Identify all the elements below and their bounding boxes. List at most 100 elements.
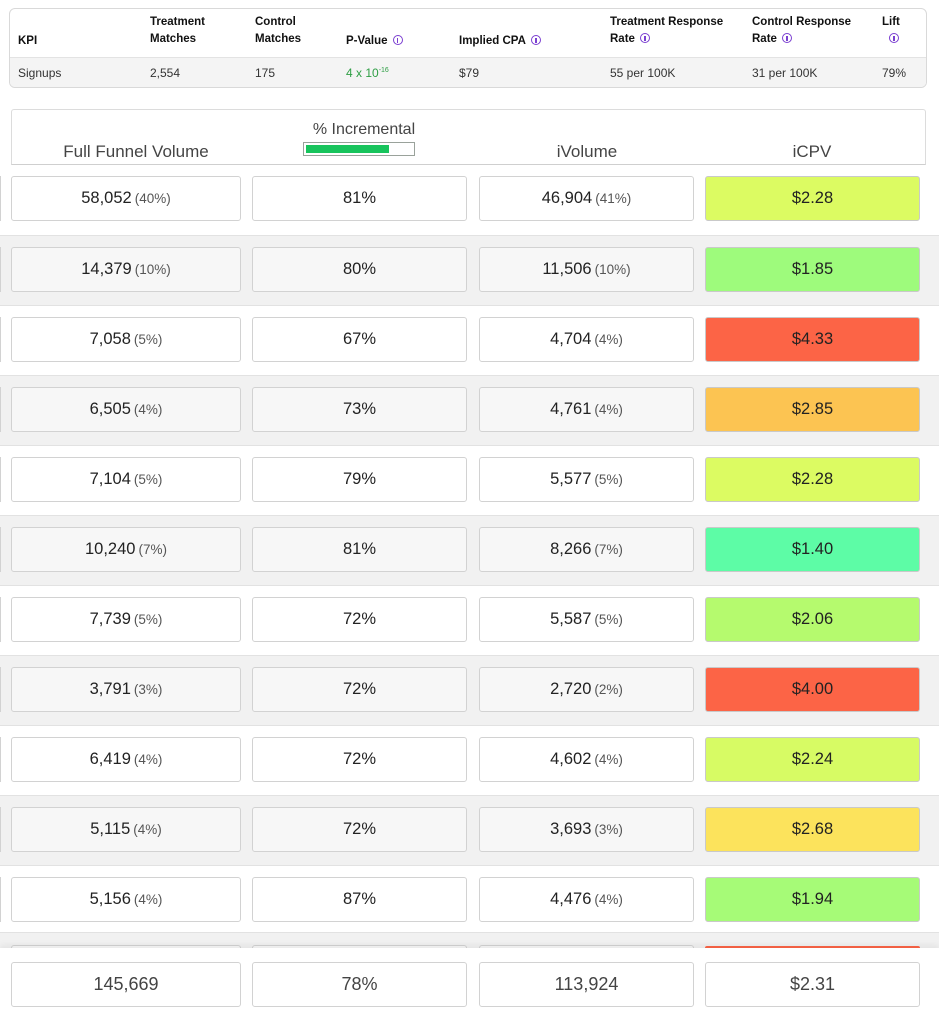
full-funnel-volume-header[interactable]: Full Funnel Volume [63,142,209,161]
incremental-cell: 87% [252,877,467,922]
row-left-edge [0,176,1,221]
volume-share: (5%) [133,612,163,627]
icpv-value: $2.28 [791,470,834,488]
volume-cell: 6,419 (4%) [11,737,241,782]
volume-cell: 7,104 (5%) [11,457,241,502]
table-row[interactable]: 5,115 (4%) 72% 3,693 (3%) $2.68 [0,795,939,865]
incremental-value: 79% [342,470,377,488]
pct-incremental-header[interactable]: % Incremental [312,121,416,138]
volume-cell: 6,505 (4%) [11,387,241,432]
icpv-header[interactable]: iCPV [792,142,832,161]
table-row[interactable]: 5,156 (4%) 87% 4,476 (4%) $1.94 [0,865,939,935]
lift-value: 79% [882,66,907,80]
ivolume-cell: 5,587 (5%) [479,597,694,642]
incremental-cell: 72% [252,807,467,852]
row-left-edge [0,807,1,852]
ivolume-cell: 3,693 (3%) [479,807,694,852]
icpv-cell: $1.40 [705,527,920,572]
volume-value: 5,156 [89,890,131,908]
info-icon[interactable] [392,35,403,45]
icpv-cell: $2.28 [705,176,920,221]
table-row[interactable]: 7,739 (5%) 72% 5,587 (5%) $2.06 [0,585,939,655]
ivolume-cell: 4,476 (4%) [479,877,694,922]
icpv-value: $4.33 [791,330,834,348]
volume-share: (4%) [133,822,162,837]
incremental-cell: 80% [252,247,467,292]
incremental-value: 72% [342,610,377,628]
info-icon[interactable] [530,35,541,45]
ivolume-value: 46,904 [541,189,593,207]
ivolume-value: 8,266 [550,540,592,558]
incremental-value: 81% [342,540,377,558]
volume-value: 3,791 [89,680,131,698]
implied-cpa-value: $79 [459,66,480,80]
p-value-header: P-Value [346,33,403,50]
ivolume-cell: 5,577 (5%) [479,457,694,502]
ivolume-cell: 2,720 (2%) [479,667,694,712]
info-icon[interactable] [781,33,792,43]
table-row[interactable]: 7,104 (5%) 79% 5,577 (5%) $2.28 [0,445,939,515]
icpv-value: $1.94 [791,890,834,908]
table-row[interactable]: 10,240 (7%) 81% 8,266 (7%) $1.40 [0,515,939,585]
icpv-cell: $4.00 [705,667,920,712]
icpv-value: $2.24 [791,750,834,768]
treatment-response-rate-header: Treatment Response Rate [610,16,724,45]
kpi-header-row: KPI Treatment Matches Control Matches P-Va… [10,9,926,58]
icpv-value: $2.28 [791,189,834,207]
incremental-value: 73% [342,400,377,418]
ivolume-value: 5,587 [550,610,592,628]
icpv-value: $2.68 [791,820,834,838]
table-row[interactable]: 6,505 (4%) 73% 4,761 (4%) $2.85 [0,375,939,445]
volume-share: (4%) [133,402,163,417]
volume-share: (4%) [133,892,163,907]
incremental-cell: 79% [252,457,467,502]
ivolume-header[interactable]: iVolume [556,142,618,161]
incremental-value: 72% [342,750,377,768]
volume-share: (4%) [133,752,163,767]
row-left-edge [0,387,1,432]
table-row[interactable]: 6,419 (4%) 72% 4,602 (4%) $2.24 [0,725,939,795]
ivolume-cell: 4,602 (4%) [479,737,694,782]
table-row[interactable]: 14,379 (10%) 80% 11,506 (10%) $1.85 [0,235,939,305]
ivolume-share: (7%) [594,542,623,557]
implied-cpa-header: Implied CPA [459,33,541,50]
control-response-rate-value: 31 per 100K [752,66,818,80]
ivolume-share: (4%) [594,752,623,767]
incremental-cell: 67% [252,317,467,362]
ivolume-share: (41%) [595,191,632,206]
info-icon[interactable] [639,33,650,43]
volume-value: 7,104 [89,470,131,488]
ivolume-cell: 8,266 (7%) [479,527,694,572]
row-left-edge [0,667,1,712]
volume-share: (40%) [134,191,171,206]
table-row[interactable]: 58,052 (40%) 81% 46,904 (41%) $2.28 [0,165,939,235]
volume-share: (5%) [133,472,163,487]
volume-cell: 14,379 (10%) [11,247,241,292]
volume-value: 7,739 [89,610,131,628]
ivolume-value: 4,761 [550,400,592,418]
control-response-rate-header: Control Response Rate [752,16,852,45]
volume-value: 6,419 [89,750,131,768]
icpv-cell: $2.28 [705,457,920,502]
ivolume-share: (4%) [594,892,623,907]
p-value-value: 4 x 10-16 [346,66,389,80]
info-icon[interactable] [889,33,899,43]
incremental-value: 81% [342,189,377,207]
incremental-cell: 72% [252,597,467,642]
incremental-progress-fill [306,145,389,153]
ivolume-cell: 4,761 (4%) [479,387,694,432]
icpv-value: $2.85 [791,400,834,418]
volume-cell: 5,156 (4%) [11,877,241,922]
volume-cell: 7,058 (5%) [11,317,241,362]
row-left-edge [0,527,1,572]
icpv-value: $2.06 [791,610,834,628]
ivolume-value: 5,577 [550,470,592,488]
ivolume-value: 4,476 [550,890,592,908]
ivolume-share: (5%) [594,612,623,627]
table-row[interactable]: 3,791 (3%) 72% 2,720 (2%) $4.00 [0,655,939,725]
totals-row: 145,669 78% 113,924 $2.31 [0,948,939,1024]
table-row[interactable]: 7,058 (5%) 67% 4,704 (4%) $4.33 [0,305,939,375]
icpv-value: $1.40 [791,540,834,558]
ivolume-value: 4,602 [550,750,592,768]
volume-value: 6,505 [89,400,131,418]
